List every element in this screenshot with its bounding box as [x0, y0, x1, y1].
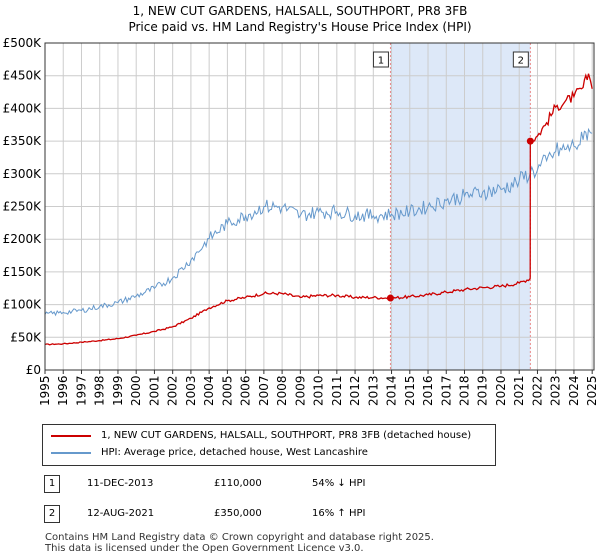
series-line-property — [44, 73, 593, 346]
x-tick-label: 2025 — [585, 375, 599, 406]
sale-hpi-comparison: 16% ↑ HPI — [312, 508, 366, 519]
sale-label-number: 1 — [378, 56, 384, 67]
y-tick-label: £50K — [10, 330, 42, 344]
legend-label-hpi: HPI: Average price, detached house, West… — [101, 447, 368, 458]
x-tick-label: 2019 — [476, 375, 490, 406]
sale-number-badge: 1 — [44, 475, 60, 493]
sale-point — [386, 294, 394, 302]
price-chart: £0 £50K £100K £150K £200K £250K £300K £350K £400… — [3, 36, 600, 406]
x-tick-label: 2004 — [202, 375, 216, 406]
y-tick-label: £200K — [3, 232, 43, 246]
x-tick-label: 1998 — [93, 375, 107, 406]
x-tick-label: 2020 — [494, 375, 508, 406]
x-tick-label: 2013 — [366, 375, 380, 406]
x-tick-label: 1997 — [74, 375, 88, 406]
y-tick-label: £400K — [3, 101, 43, 115]
y-tick-label: £150K — [3, 265, 43, 279]
x-tick-label: 2009 — [293, 375, 307, 406]
legend-label-property: 1, NEW CUT GARDENS, HALSALL, SOUTHPORT, … — [101, 430, 472, 441]
chart-title-line2: Price paid vs. HM Land Registry's House … — [128, 20, 472, 34]
x-tick-label: 2014 — [385, 375, 399, 406]
sale-label-number: 2 — [518, 56, 524, 67]
y-tick-label: £0 — [26, 363, 41, 377]
sale-price: £350,000 — [214, 508, 262, 519]
footer-licence: This data is licensed under the Open Gov… — [45, 543, 364, 554]
sale-point — [526, 137, 534, 145]
sale-number-badge: 2 — [44, 505, 60, 523]
x-tick-label: 1996 — [56, 375, 70, 406]
sale-date: 12-AUG-2021 — [87, 508, 155, 519]
legend-swatch-property — [51, 435, 91, 437]
y-tick-label: £250K — [3, 200, 43, 214]
x-tick-label: 2002 — [166, 375, 180, 406]
sale-date: 11-DEC-2013 — [87, 478, 154, 489]
y-tick-label: £450K — [3, 69, 43, 83]
x-tick-label: 2018 — [458, 375, 472, 406]
x-tick-label: 1999 — [111, 375, 125, 406]
x-tick-label: 2012 — [348, 375, 362, 406]
y-tick-label: £500K — [3, 36, 43, 50]
sale-hpi-comparison: 54% ↓ HPI — [312, 478, 366, 489]
sale-label-box — [512, 51, 529, 68]
x-tick-label: 1995 — [38, 375, 52, 406]
x-tick-label: 2001 — [147, 375, 161, 406]
x-tick-label: 2023 — [549, 375, 563, 406]
x-tick-label: 2005 — [220, 375, 234, 406]
x-tick-label: 2003 — [184, 375, 198, 406]
x-tick-label: 2024 — [567, 375, 581, 406]
x-tick-label: 2017 — [439, 375, 453, 406]
legend: 1, NEW CUT GARDENS, HALSALL, SOUTHPORT, … — [42, 424, 496, 466]
x-tick-label: 2011 — [330, 375, 344, 406]
x-tick-label: 2000 — [129, 375, 143, 406]
chart-title-line1: 1, NEW CUT GARDENS, HALSALL, SOUTHPORT, … — [132, 4, 468, 18]
x-tick-label: 2008 — [275, 375, 289, 406]
plot-frame — [44, 42, 595, 371]
y-tick-label: £350K — [3, 134, 43, 148]
y-tick-label: £100K — [3, 298, 43, 312]
legend-swatch-hpi — [51, 452, 91, 454]
x-tick-label: 2010 — [312, 375, 326, 406]
x-tick-label: 2016 — [421, 375, 435, 406]
footer-copyright: Contains HM Land Registry data © Crown c… — [45, 532, 434, 543]
series-line-hpi — [44, 127, 593, 317]
x-tick-label: 2007 — [257, 375, 271, 406]
y-tick-label: £300K — [3, 167, 43, 181]
sale-label-box — [372, 51, 389, 68]
x-tick-label: 2006 — [239, 375, 253, 406]
x-tick-label: 2015 — [403, 375, 417, 406]
x-tick-label: 2022 — [530, 375, 544, 406]
sale-price: £110,000 — [214, 478, 262, 489]
x-tick-label: 2021 — [512, 375, 526, 406]
